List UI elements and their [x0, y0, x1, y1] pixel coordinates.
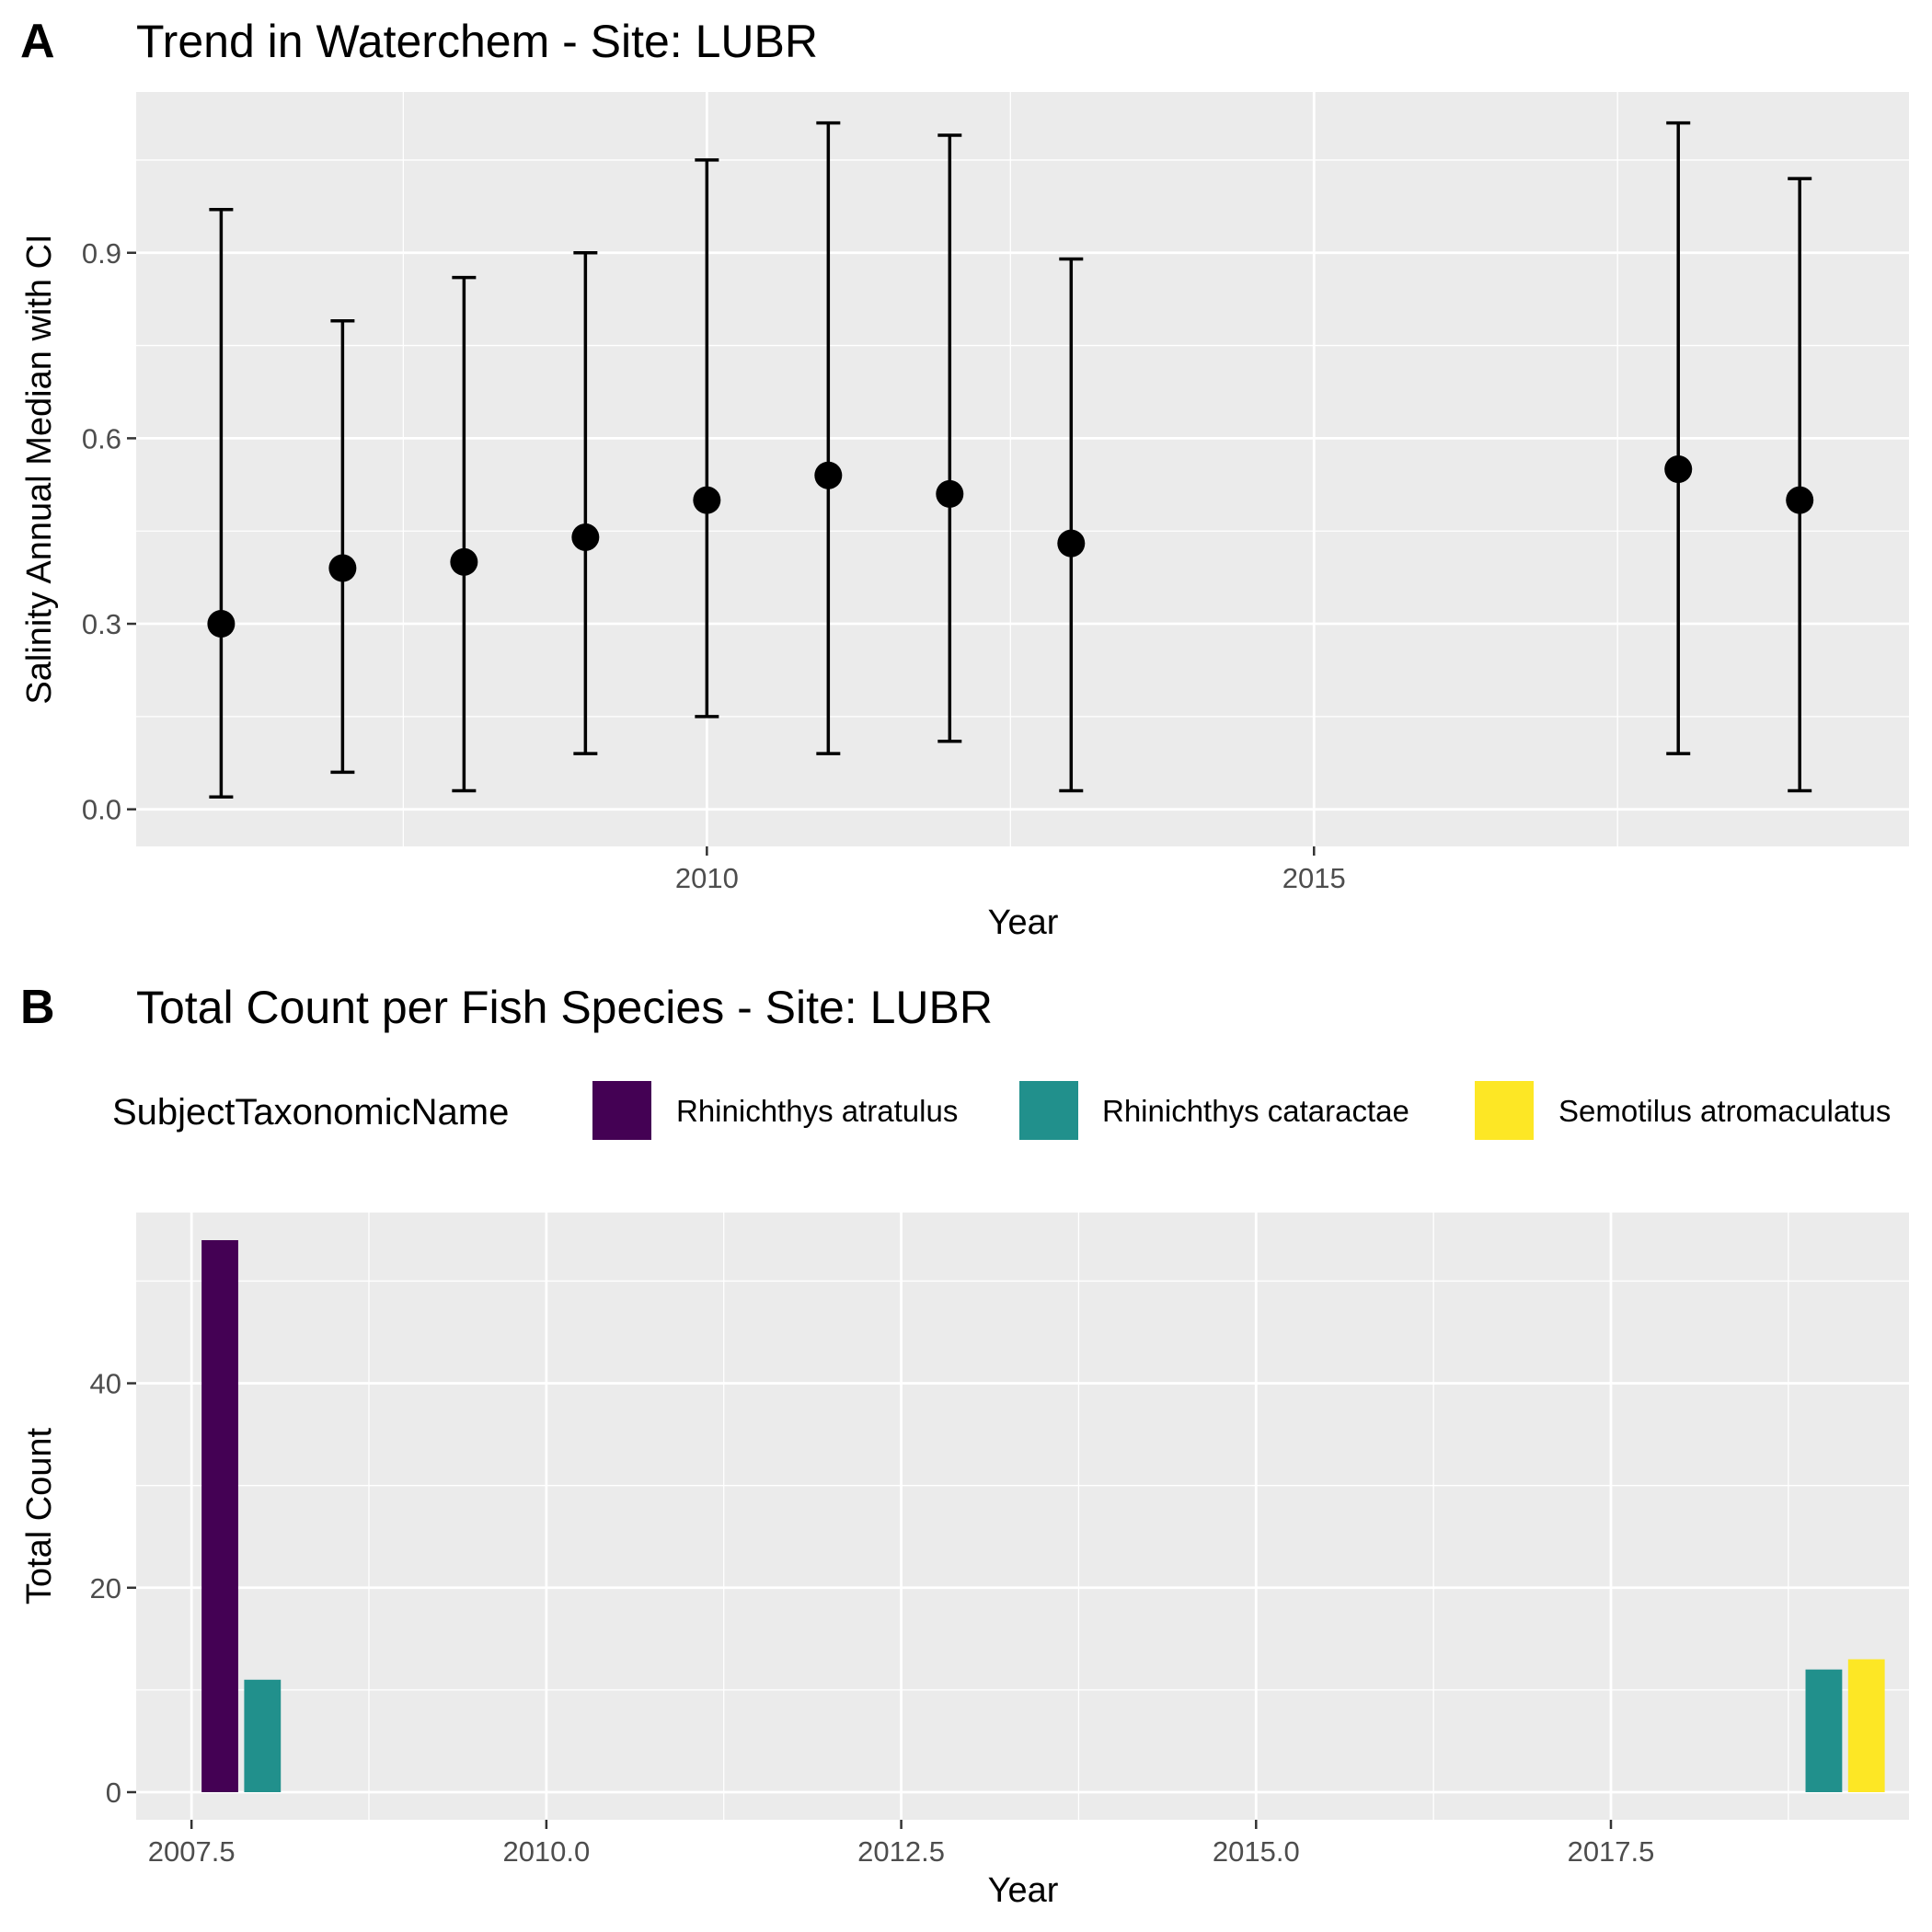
- legend-key-semotilus-atromaculatus: [1473, 1079, 1535, 1142]
- legend-label-semotilus-atromaculatus: Semotilus atromaculatus: [1558, 1094, 1891, 1128]
- panel-b-x-axis-title: Year: [988, 1871, 1059, 1910]
- legend-label-rhinichthys-atratulus: Rhinichthys atratulus: [676, 1094, 958, 1128]
- point-2011: [814, 461, 843, 489]
- y-tick-label-40: 40: [90, 1368, 121, 1400]
- panel-a-plot-background: [136, 92, 1909, 846]
- panel-a-y-axis: 0.0 0.3 0.6 0.9: [82, 237, 136, 826]
- panel-b-x-axis: 2007.5 2010.0 2012.5 2015.0 2017.5: [148, 1820, 1655, 1868]
- point-2008: [450, 547, 478, 576]
- panel-a-x-axis: 2010 2015: [675, 846, 1346, 894]
- bar-2008-rhinichthys-atratulus: [201, 1240, 238, 1792]
- y-tick-label-0-3: 0.3: [82, 608, 121, 640]
- point-2012: [936, 479, 964, 508]
- panel-a-x-axis-title: Year: [988, 903, 1059, 942]
- legend-title: SubjectTaxonomicName: [112, 1092, 509, 1133]
- x-tick-label-2010: 2010.0: [502, 1835, 590, 1868]
- y-tick-label-0: 0: [106, 1777, 121, 1809]
- point-2018: [1664, 455, 1693, 483]
- y-tick-label-20: 20: [90, 1572, 121, 1604]
- panel-a-tag: A: [20, 15, 55, 68]
- point-2010: [693, 486, 721, 514]
- point-2009: [571, 523, 600, 551]
- x-tick-label-2007-5: 2007.5: [148, 1835, 236, 1868]
- legend-key-rhinichthys-atratulus: [591, 1079, 653, 1142]
- bar-2008-rhinichthys-cataractae: [244, 1679, 282, 1792]
- panel-b-plot-background: [136, 1213, 1909, 1820]
- panel-b-y-axis-title: Total Count: [20, 1427, 59, 1604]
- panel-b-grid: [136, 1213, 1909, 1820]
- panel-b-bars: [201, 1240, 1885, 1792]
- bar-2019-rhinichthys-cataractae: [1805, 1669, 1843, 1792]
- x-tick-label-2012-5: 2012.5: [857, 1835, 945, 1868]
- y-tick-label-0: 0.0: [82, 794, 121, 826]
- point-2006: [207, 610, 236, 638]
- panel-a-error-bars: [209, 121, 1812, 799]
- panel-a-title: Trend in Waterchem - Site: LUBR: [136, 16, 818, 67]
- x-tick-label-2010: 2010: [675, 862, 739, 894]
- x-tick-label-2017-5: 2017.5: [1568, 1835, 1655, 1868]
- x-tick-label-2015: 2015: [1282, 862, 1346, 894]
- panel-b-y-axis: 0 20 40: [90, 1368, 136, 1809]
- panel-a-points: [207, 455, 1814, 638]
- legend-label-rhinichthys-cataractae: Rhinichthys cataractae: [1102, 1094, 1409, 1128]
- legend: SubjectTaxonomicName Rhinichthys atratul…: [112, 1079, 1891, 1142]
- bar-2019-semotilus-atromaculatus: [1847, 1659, 1885, 1792]
- point-2007: [328, 554, 357, 582]
- panel-b-tag: B: [20, 981, 55, 1034]
- panel-a-y-axis-title: Salinity Annual Median with CI: [20, 234, 59, 704]
- x-tick-label-2015: 2015.0: [1213, 1835, 1300, 1868]
- legend-key-rhinichthys-cataractae: [1018, 1079, 1080, 1142]
- panel-b-title: Total Count per Fish Species - Site: LUB…: [136, 982, 993, 1033]
- y-tick-label-0-9: 0.9: [82, 237, 121, 270]
- point-2013: [1057, 529, 1086, 558]
- point-2019: [1786, 486, 1814, 514]
- y-tick-label-0-6: 0.6: [82, 422, 121, 454]
